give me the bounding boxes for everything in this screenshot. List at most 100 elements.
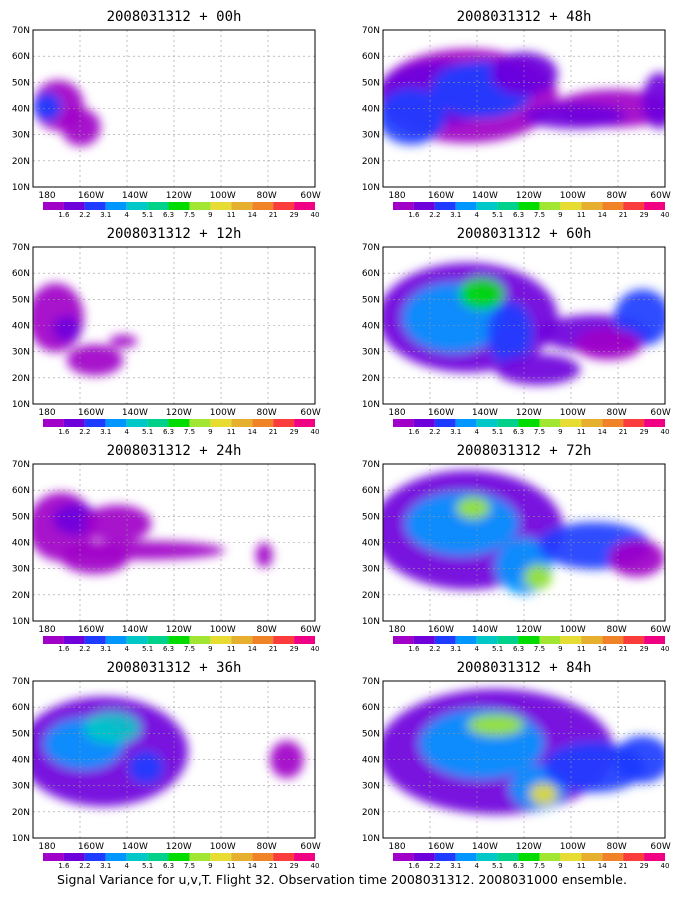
variance-field (383, 470, 665, 595)
colorbar-swatch (252, 419, 274, 427)
map-frame (382, 29, 666, 188)
colorbar-label: 9 (208, 862, 212, 870)
colorbar-swatch (84, 202, 106, 210)
variance-contour (383, 88, 446, 145)
colorbar-swatch (581, 419, 603, 427)
lon-tick-label: 120W (516, 191, 542, 201)
colorbar-swatch (518, 419, 540, 427)
colorbar-label: 4 (474, 428, 479, 436)
colorbar-swatch (147, 202, 169, 210)
lat-tick-label: 70N (362, 677, 380, 687)
lat-tick-label: 70N (362, 26, 380, 36)
variance-contour (128, 751, 163, 784)
colorbar-label: 21 (619, 862, 628, 870)
variance-contour (459, 278, 505, 310)
colorbar-swatch (434, 202, 456, 210)
colorbar-swatch (147, 419, 169, 427)
colorbar-label: 2.2 (79, 862, 90, 870)
colorbar-label: 11 (577, 428, 586, 436)
colorbar-label: 40 (661, 645, 670, 653)
colorbar-label: 4 (474, 645, 479, 653)
variance-contour (33, 283, 84, 353)
colorbar-swatch (294, 853, 315, 861)
colorbar-label: 6.3 (163, 862, 174, 870)
panel-title: 2008031312 + 24h (107, 443, 242, 459)
lon-tick-label: 180 (38, 842, 55, 852)
lon-tick-label: 100W (210, 842, 236, 852)
colorbar-swatch (294, 636, 315, 644)
map-frame (32, 463, 316, 622)
colorbar-label: 2.2 (429, 645, 440, 653)
lat-tick-label: 20N (362, 157, 380, 167)
lat-tick-label: 10N (362, 183, 380, 193)
map-panel: 2008031312 + 72h 10N 20N 30N 40N 50N 60N 70N 180… (362, 443, 671, 653)
colorbar-swatch (393, 202, 414, 210)
colorbar-label: 2.2 (429, 428, 440, 436)
map-frame (382, 463, 666, 622)
colorbar-swatch (560, 853, 582, 861)
colorbar-swatch (393, 853, 414, 861)
lon-tick-label: 80W (256, 408, 276, 418)
colorbar-label: 14 (598, 862, 607, 870)
colorbar-label: 11 (227, 428, 236, 436)
lat-tick-label: 70N (12, 677, 30, 687)
colorbar-swatch (623, 202, 645, 210)
map-frame (32, 246, 316, 405)
lat-tick-label: 10N (12, 834, 30, 844)
colorbar-swatch (168, 636, 190, 644)
colorbar-label: 6.3 (513, 645, 524, 653)
lat-tick-label: 40N (12, 322, 30, 332)
lat-tick-label: 30N (12, 348, 30, 358)
panel-title: 2008031312 + 00h (107, 9, 242, 25)
colorbar-swatch (560, 202, 582, 210)
colorbar-swatch (210, 636, 232, 644)
colorbar-swatch (497, 202, 519, 210)
map-panel: 2008031312 + 00h 10N 20N 30N 40N 50N 60N 70N 180… (12, 9, 321, 219)
lon-tick-label: 160W (78, 842, 104, 852)
colorbar-swatch (252, 853, 274, 861)
colorbar-swatch (476, 202, 498, 210)
colorbar-swatch (43, 202, 64, 210)
colorbar-swatch (126, 636, 148, 644)
lon-tick-label: 140W (122, 191, 148, 201)
lat-tick-label: 50N (12, 512, 30, 522)
colorbar-label: 1.6 (408, 211, 420, 219)
lon-tick-label: 180 (38, 191, 55, 201)
colorbar-swatch (581, 202, 603, 210)
lon-tick-label: 100W (210, 191, 236, 201)
panel-title: 2008031312 + 72h (457, 443, 592, 459)
colorbar-label: 3.1 (450, 428, 461, 436)
colorbar-swatch (560, 419, 582, 427)
colorbar-swatch (126, 202, 148, 210)
colorbar-label: 2.2 (79, 211, 90, 219)
colorbar-label: 1.6 (408, 428, 420, 436)
colorbar-swatch (602, 853, 624, 861)
colorbar-swatch (455, 202, 477, 210)
colorbar-swatch (43, 853, 64, 861)
colorbar-swatch (105, 202, 127, 210)
colorbar-label: 14 (598, 211, 607, 219)
variance-contour (574, 328, 643, 361)
variance-contour (255, 542, 273, 568)
colorbar-label: 29 (640, 428, 649, 436)
colorbar-swatch (518, 202, 540, 210)
lat-tick-label: 20N (12, 374, 30, 384)
colorbar-swatch (252, 202, 274, 210)
colorbar-swatch (413, 636, 435, 644)
lat-tick-label: 40N (362, 539, 380, 549)
colorbar-swatch (644, 853, 665, 861)
panel-title: 2008031312 + 60h (457, 226, 592, 242)
variance-contour (642, 72, 665, 129)
colorbar-label: 21 (269, 211, 278, 219)
colorbar-label: 21 (269, 862, 278, 870)
variance-field (383, 688, 665, 815)
variance-contour (269, 740, 304, 779)
colorbar-label: 29 (640, 862, 649, 870)
colorbar-label: 1.6 (58, 862, 70, 870)
colorbar-label: 7.5 (534, 428, 545, 436)
colorbar-swatch (231, 419, 253, 427)
colorbar-label: 40 (311, 428, 320, 436)
map-panel: 2008031312 + 24h 10N 20N 30N 40N 50N 60N 70N 180… (12, 443, 321, 653)
colorbar-label: 5.1 (142, 211, 153, 219)
colorbar-swatch (273, 202, 295, 210)
